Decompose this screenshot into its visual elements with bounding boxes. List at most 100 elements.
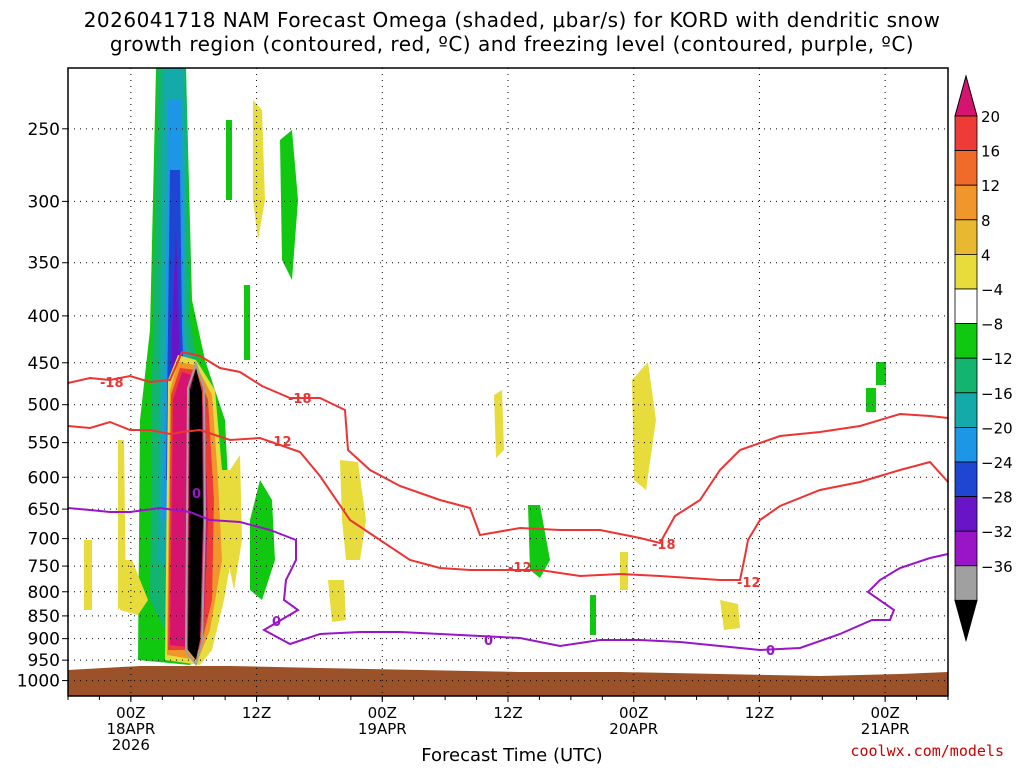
label-minus12-c: -12 <box>737 576 761 591</box>
colorbar-label: 8 <box>981 212 991 230</box>
contour-labels: -18 -18 -18 -12 -12 -12 0 0 0 0 <box>100 376 775 659</box>
omega-shading <box>84 68 886 667</box>
x-tick-label: 12Z <box>242 704 271 722</box>
colorbar-swatch <box>954 392 978 428</box>
colorbar-swatch <box>954 253 978 290</box>
y-tick-label: 850 <box>28 607 60 627</box>
y-tick-label: 400 <box>28 307 60 327</box>
x-tick-label: 00Z <box>368 704 397 722</box>
contours-red <box>67 350 949 581</box>
colorbar-swatch <box>954 357 978 394</box>
isotherm-minus18 <box>67 350 949 545</box>
colorbar-label: −12 <box>981 350 1013 368</box>
label-zero-c: 0 <box>484 634 493 649</box>
y-tick-label: 250 <box>28 120 60 140</box>
colorbar-label: −24 <box>981 454 1013 472</box>
x-tick-label: 20APR <box>609 720 658 738</box>
colorbar-label: 20 <box>981 108 1000 126</box>
y-tick-label: 800 <box>28 583 60 603</box>
y-tick-label: 450 <box>28 354 60 374</box>
freezing-level-0 <box>67 506 949 652</box>
colorbar: 20 16 12 8 4 −4 −8 −12 −16 −20 −24 −28 −32 −36 <box>954 74 1013 643</box>
omega-blob-4 <box>340 460 366 560</box>
x-tick-label: 12Z <box>745 704 774 722</box>
y-tick-label: 900 <box>28 630 60 650</box>
x-tick-label: 12Z <box>493 704 522 722</box>
y-tick-label: 600 <box>28 468 60 488</box>
x-tick-label: 21APR <box>861 720 910 738</box>
colorbar-label: 12 <box>981 177 1000 195</box>
credit-text: coolwx.com/models <box>850 742 1004 760</box>
omega-blob-14 <box>244 285 250 360</box>
y-tick-label: 1000 <box>17 672 60 692</box>
colorbar-label: −36 <box>981 558 1013 576</box>
y-tick-label: 300 <box>28 192 60 212</box>
label-zero-a: 0 <box>192 487 201 502</box>
colorbar-swatch <box>954 565 978 601</box>
colorbar-swatch <box>954 323 978 359</box>
colorbar-swatch <box>954 150 978 186</box>
omega-blob-1 <box>250 480 275 600</box>
omega-blob-5 <box>328 580 346 622</box>
chart-title-line-2: growth region (contoured, red, ºC) and f… <box>109 32 915 56</box>
chart-title-line-1: 2026041718 NAM Forecast Omega (shaded, μ… <box>83 8 941 32</box>
y-tick-label: 550 <box>28 434 60 454</box>
colorbar-bottom-arrow <box>954 599 978 643</box>
omega-blob-19 <box>620 552 628 590</box>
colorbar-label: −4 <box>981 281 1003 299</box>
omega-blob-2 <box>280 130 298 280</box>
omega-blob-9 <box>528 505 550 578</box>
y-tick-label: 700 <box>28 530 60 550</box>
colorbar-swatch <box>954 115 978 151</box>
y-tick-label: 650 <box>28 500 60 520</box>
colorbar-label: −32 <box>981 523 1013 541</box>
omega-blob-8 <box>632 362 656 490</box>
colorbar-label: 4 <box>981 246 991 264</box>
colorbar-label: −28 <box>981 489 1013 507</box>
colorbar-swatch <box>954 288 978 324</box>
omega-blob-12 <box>876 362 886 385</box>
x-tick-label: 00Z <box>619 704 648 722</box>
label-minus18-a: -18 <box>100 376 124 391</box>
colorbar-label: −8 <box>981 316 1003 334</box>
y-tick-label: 750 <box>28 557 60 577</box>
colorbar-swatch <box>954 219 978 255</box>
colorbar-label: −16 <box>981 385 1013 403</box>
colorbar-swatch <box>954 461 978 497</box>
omega-blob-13 <box>866 388 876 412</box>
contours-purple <box>67 506 949 652</box>
x-axis-label: Forecast Time (UTC) <box>421 745 603 766</box>
colorbar-swatch <box>954 184 978 221</box>
label-minus12-b: -12 <box>508 561 532 576</box>
colorbar-label: 16 <box>981 143 1000 161</box>
x-tick-label: 2026 <box>112 736 150 754</box>
omega-blob-3 <box>253 100 265 240</box>
x-tick-label: 18APR <box>106 720 155 738</box>
y-tick-label: 950 <box>28 651 60 671</box>
omega-blob-17 <box>118 560 148 615</box>
omega-blob-18 <box>84 540 92 610</box>
y-axis: 250 300 350 400 450 500 550 600 650 700 750 800 850 9… <box>17 120 68 692</box>
label-zero-b: 0 <box>272 615 281 630</box>
omega-blob-11 <box>720 600 740 630</box>
colorbar-label: −20 <box>981 419 1013 437</box>
colorbar-swatch <box>954 426 978 463</box>
label-minus18-c: -18 <box>652 538 676 553</box>
label-minus18-b: -18 <box>288 392 312 407</box>
label-zero-d: 0 <box>766 644 775 659</box>
colorbar-top-arrow <box>954 74 978 117</box>
x-tick-label: 19APR <box>358 720 407 738</box>
omega-blob-15 <box>226 120 232 200</box>
colorbar-swatch <box>954 530 978 567</box>
x-tick-label: 00Z <box>870 704 899 722</box>
isotherm-minus12 <box>67 420 949 581</box>
y-tick-label: 350 <box>28 254 60 274</box>
omega-blob-7 <box>494 390 504 458</box>
plot-area: -18 -18 -18 -12 -12 -12 0 0 0 0 <box>67 67 949 697</box>
omega-blob-10 <box>590 595 596 635</box>
colorbar-swatch <box>954 496 978 532</box>
x-tick-label: 00Z <box>116 704 145 722</box>
omega-gray-rim <box>184 360 207 667</box>
